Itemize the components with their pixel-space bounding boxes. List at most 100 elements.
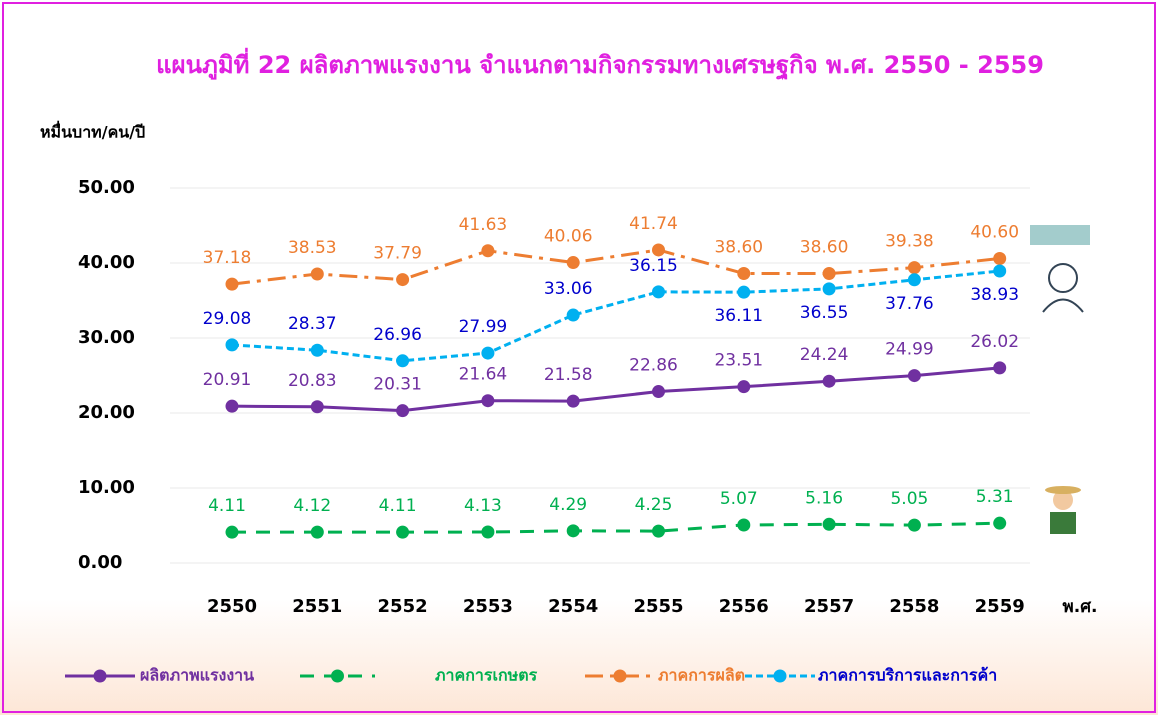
data-label: 41.74 bbox=[629, 214, 678, 234]
x-tick-label: 2552 bbox=[378, 596, 428, 617]
data-label: 4.11 bbox=[208, 496, 246, 516]
point bbox=[225, 399, 239, 413]
point bbox=[737, 518, 751, 532]
point bbox=[396, 525, 410, 539]
data-label: 36.15 bbox=[629, 256, 678, 276]
data-label: 5.05 bbox=[890, 489, 928, 509]
x-tick-label: 2553 bbox=[463, 596, 513, 617]
point bbox=[225, 277, 239, 291]
data-label: 40.06 bbox=[544, 227, 593, 247]
x-tick-label: 2559 bbox=[975, 596, 1025, 617]
point bbox=[310, 267, 324, 281]
data-label: 38.53 bbox=[288, 238, 337, 258]
point bbox=[822, 267, 836, 280]
point bbox=[225, 338, 239, 352]
data-label: 28.37 bbox=[288, 314, 337, 334]
data-label: 39.38 bbox=[885, 232, 934, 252]
point bbox=[993, 361, 1007, 375]
data-label: 4.12 bbox=[293, 496, 331, 516]
y-tick-label: 30.00 bbox=[78, 327, 135, 348]
point bbox=[822, 374, 836, 388]
data-label: 21.58 bbox=[544, 365, 593, 385]
point bbox=[993, 264, 1007, 278]
data-label: 20.91 bbox=[203, 370, 252, 390]
x-tick-label: 2551 bbox=[292, 596, 342, 617]
y-tick-label: 40.00 bbox=[78, 252, 135, 273]
y-tick-label: 20.00 bbox=[78, 402, 135, 423]
x-tick-label: 2558 bbox=[889, 596, 939, 617]
point bbox=[396, 273, 410, 287]
data-label: 4.11 bbox=[379, 496, 417, 516]
point bbox=[310, 343, 324, 357]
x-tick-label: 2550 bbox=[207, 596, 257, 617]
data-label: 5.07 bbox=[720, 489, 758, 509]
point bbox=[481, 244, 495, 258]
y-tick-label: 50.00 bbox=[78, 177, 135, 198]
point bbox=[566, 394, 580, 408]
point bbox=[993, 252, 1007, 265]
data-label: 5.31 bbox=[976, 487, 1014, 507]
data-label: 41.63 bbox=[459, 215, 508, 235]
data-label: 22.86 bbox=[629, 356, 678, 376]
data-label: 37.18 bbox=[203, 248, 252, 268]
point bbox=[907, 369, 921, 383]
data-label: 5.16 bbox=[805, 488, 843, 508]
series-line bbox=[231, 366, 1000, 413]
data-label: 4.29 bbox=[549, 495, 587, 515]
point bbox=[822, 517, 836, 531]
point bbox=[310, 525, 324, 539]
point bbox=[566, 308, 580, 322]
point bbox=[652, 524, 665, 538]
data-label: 36.11 bbox=[714, 306, 763, 326]
data-label: 38.60 bbox=[800, 238, 849, 258]
point bbox=[652, 243, 665, 257]
legend-label: ภาคการเกษตร bbox=[435, 666, 538, 685]
data-label: 38.60 bbox=[714, 238, 763, 258]
point bbox=[652, 285, 665, 299]
chart-title: แผนภูมิที่ 22 ผลิตภาพแรงงาน จำแนกตามกิจก… bbox=[156, 47, 1044, 81]
legend-marker bbox=[331, 669, 344, 683]
data-label: 23.51 bbox=[714, 351, 763, 371]
point bbox=[907, 518, 921, 532]
point bbox=[907, 261, 921, 275]
data-label: 4.25 bbox=[635, 495, 673, 515]
data-label: 20.31 bbox=[373, 375, 422, 395]
icons bbox=[1030, 225, 1090, 534]
data-label: 4.13 bbox=[464, 496, 502, 516]
data-label: 37.76 bbox=[885, 294, 934, 314]
series-line bbox=[231, 269, 1000, 363]
x-tick-label: 2555 bbox=[633, 596, 683, 617]
legend-marker bbox=[773, 669, 787, 683]
background bbox=[0, 600, 1158, 715]
x-tick-label: 2557 bbox=[804, 596, 854, 617]
data-label: 33.06 bbox=[544, 279, 593, 299]
data-label: 26.02 bbox=[970, 332, 1019, 352]
point bbox=[481, 525, 495, 539]
point bbox=[737, 267, 751, 280]
data-label: 27.99 bbox=[459, 317, 508, 337]
point bbox=[396, 404, 410, 418]
point bbox=[907, 273, 921, 287]
x-tick-label: 2556 bbox=[719, 596, 769, 617]
y-tick-label: 0.00 bbox=[78, 552, 122, 573]
point bbox=[566, 256, 580, 270]
y-axis-label: หมื่นบาท/คน/ปี bbox=[40, 121, 145, 142]
data-label: 40.60 bbox=[970, 223, 1019, 243]
legend-label: ภาคการบริการและการค้า bbox=[818, 666, 997, 685]
data-label: 37.79 bbox=[373, 244, 422, 264]
point bbox=[310, 400, 324, 414]
point bbox=[225, 525, 239, 539]
point bbox=[566, 524, 580, 538]
data-label: 38.93 bbox=[970, 285, 1019, 305]
legend-marker bbox=[613, 669, 627, 683]
data-label: 21.64 bbox=[459, 365, 508, 385]
data-label: 20.83 bbox=[288, 371, 337, 391]
point bbox=[481, 346, 495, 360]
legend-label: ภาคการผลิต bbox=[658, 666, 745, 685]
point bbox=[737, 285, 751, 299]
series-line bbox=[231, 248, 1000, 286]
point bbox=[993, 516, 1007, 530]
series-line bbox=[231, 521, 1000, 534]
point bbox=[396, 354, 410, 368]
